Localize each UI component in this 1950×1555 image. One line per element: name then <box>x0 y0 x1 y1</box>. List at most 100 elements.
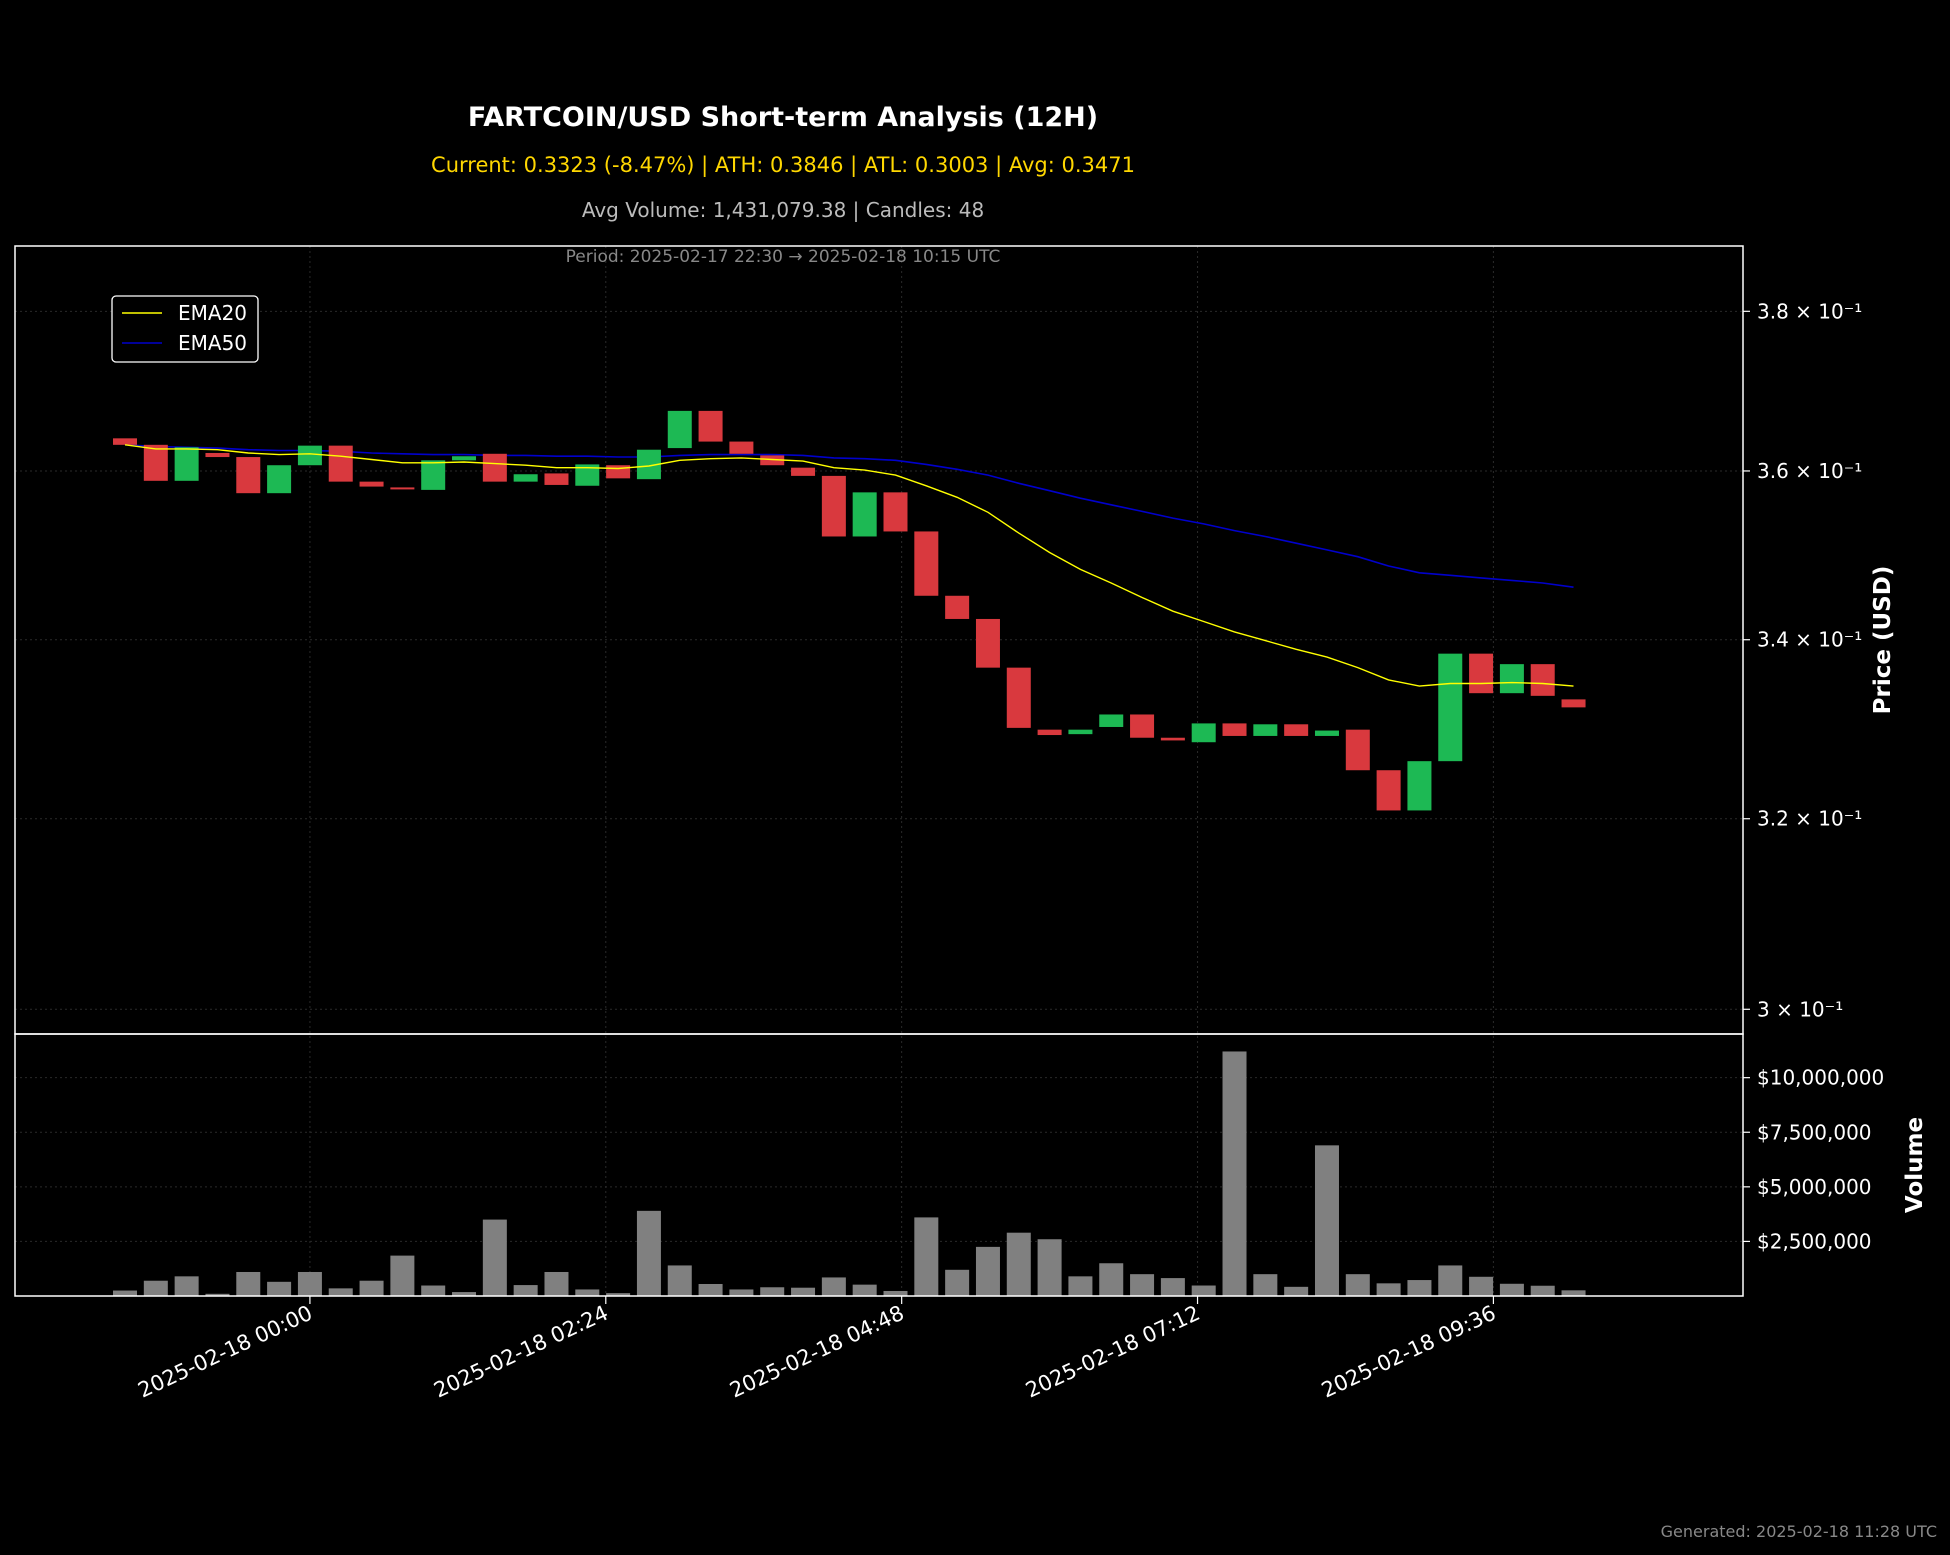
volume-bar <box>205 1293 230 1296</box>
volume-bar <box>575 1289 600 1296</box>
ema20-line <box>124 444 1574 687</box>
generated-timestamp: Generated: 2025-02-18 11:28 UTC <box>1661 1522 1937 1541</box>
chart-period: Period: 2025-02-17 22:30 → 2025-02-18 10… <box>566 247 1001 267</box>
candle <box>1191 723 1216 743</box>
candle <box>914 531 939 596</box>
volume-bar <box>821 1277 846 1296</box>
volume-bar <box>760 1287 785 1296</box>
volume-bar <box>1006 1232 1031 1296</box>
volume-bar <box>791 1287 816 1296</box>
volume-tick-label: $5,000,000 <box>1757 1175 1872 1199</box>
candle <box>1130 714 1155 738</box>
volume-bar <box>1469 1276 1494 1296</box>
candle <box>1160 737 1185 741</box>
volume-bar <box>636 1210 661 1296</box>
candle <box>1438 653 1463 762</box>
volume-bar <box>1222 1051 1247 1296</box>
volume-bar <box>452 1292 477 1296</box>
ema-lines <box>124 444 1574 588</box>
volume-axis-label: Volume <box>1902 1117 1928 1213</box>
price-grid <box>15 310 1743 1010</box>
candle <box>421 460 446 490</box>
volume-bar <box>914 1217 939 1296</box>
volume-bar <box>1068 1276 1093 1296</box>
candle <box>1499 664 1524 694</box>
volume-bar <box>1191 1285 1216 1296</box>
candle <box>390 487 415 490</box>
candle <box>544 473 569 485</box>
volume-bar <box>1345 1274 1370 1296</box>
candle <box>729 441 754 454</box>
candle <box>236 457 261 494</box>
volume-bar <box>1314 1145 1339 1296</box>
candle <box>297 445 322 466</box>
volume-grid <box>15 1077 1743 1242</box>
candle <box>1407 761 1432 811</box>
volume-bar <box>1160 1278 1185 1296</box>
volume-bar <box>698 1283 723 1296</box>
x-tick-label: 2025-02-18 04:48 <box>726 1301 908 1403</box>
price-tick-label: 3 × 10⁻¹ <box>1757 997 1843 1021</box>
volume-bar <box>390 1255 415 1296</box>
chart-title: FARTCOIN/USD Short-term Analysis (12H) <box>468 102 1098 133</box>
volume-bar <box>1407 1280 1432 1296</box>
volume-bar <box>236 1271 261 1296</box>
legend: EMA20 EMA50 <box>111 295 259 363</box>
volume-bar <box>729 1289 754 1296</box>
x-tick-label: 2025-02-18 09:36 <box>1318 1301 1500 1403</box>
volume-bar <box>883 1290 908 1296</box>
candle <box>945 595 970 619</box>
candle <box>359 481 384 487</box>
volume-bar <box>328 1288 353 1296</box>
candle <box>667 410 692 449</box>
volume-tick-label: $2,500,000 <box>1757 1229 1872 1253</box>
candle <box>760 455 785 466</box>
candle <box>575 464 600 486</box>
volume-bar <box>513 1285 538 1296</box>
candle <box>698 410 723 442</box>
volume-bar <box>1530 1285 1555 1296</box>
candle <box>482 453 507 482</box>
volume-tick-label: $10,000,000 <box>1757 1066 1884 1090</box>
volume-bar <box>852 1284 877 1296</box>
x-tick-label: 2025-02-18 02:24 <box>430 1301 612 1403</box>
volume-y-ticks: $2,500,000 $5,000,000 $7,500,000 $10,000,00… <box>1743 1066 1884 1253</box>
volume-bar <box>482 1219 507 1296</box>
candle <box>1284 724 1309 736</box>
candle <box>1530 664 1555 696</box>
chart-volume-info: Avg Volume: 1,431,079.38 | Candles: 48 <box>582 198 984 222</box>
candle <box>452 456 477 461</box>
price-panel-frame <box>14 245 1744 1035</box>
x-tick-label: 2025-02-18 00:00 <box>134 1301 316 1403</box>
volume-bar <box>606 1293 631 1296</box>
candle <box>1099 714 1124 727</box>
volume-panel-frame <box>14 1033 1744 1297</box>
candle <box>1253 724 1278 736</box>
candle <box>267 465 292 494</box>
volume-bar <box>297 1271 322 1296</box>
volume-bar <box>945 1269 970 1296</box>
price-axis-label: Price (USD) <box>1870 566 1896 715</box>
volume-bar <box>359 1280 384 1296</box>
candle <box>174 447 199 481</box>
candle <box>1469 653 1494 694</box>
volume-bar <box>143 1280 168 1296</box>
x-tick-label: 2025-02-18 07:12 <box>1022 1301 1204 1403</box>
volume-bar <box>667 1265 692 1296</box>
candle <box>821 475 846 537</box>
candle <box>791 467 816 476</box>
x-grid <box>309 246 1494 1296</box>
legend-ema50-label: EMA50 <box>178 331 247 355</box>
volume-bar <box>1561 1290 1586 1296</box>
volume-bar <box>544 1271 569 1296</box>
chart-stats: Current: 0.3323 (-8.47%) | ATH: 0.3846 |… <box>431 153 1135 178</box>
volume-bar <box>1284 1286 1309 1296</box>
candle <box>1068 729 1093 735</box>
price-tick-label: 3.6 × 10⁻¹ <box>1757 459 1862 483</box>
candle <box>852 492 877 537</box>
volume-bar <box>1253 1274 1278 1296</box>
volume-bar <box>1438 1265 1463 1296</box>
legend-ema20-label: EMA20 <box>178 301 247 325</box>
candle <box>328 445 353 482</box>
volume-bar <box>174 1276 199 1296</box>
